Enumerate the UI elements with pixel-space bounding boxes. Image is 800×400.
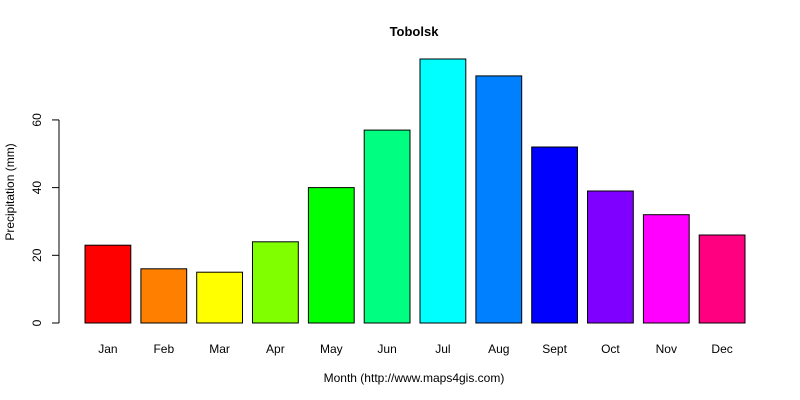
bar-may: [307, 187, 355, 324]
x-tick-label-sept: Sept: [542, 342, 567, 356]
x-tick-label-nov: Nov: [656, 342, 677, 356]
x-tick-label-oct: Oct: [601, 342, 620, 356]
y-axis: 0 20 40 60: [30, 113, 60, 326]
x-tick-label-feb: Feb: [153, 342, 174, 356]
bar-mar: [196, 271, 243, 324]
bar-nov: [642, 214, 690, 324]
bar-feb: [140, 268, 188, 324]
y-tick-label: 40: [30, 181, 44, 195]
x-tick-label-jun: Jun: [377, 342, 396, 356]
x-axis-label: Month (http://www.maps4gis.com): [324, 371, 505, 385]
x-tick-label-mar: Mar: [209, 342, 230, 356]
bar-jun: [363, 129, 411, 324]
x-tick-label-jul: Jul: [435, 342, 450, 356]
bar-sept: [531, 146, 579, 324]
x-tick-label-dec: Dec: [711, 342, 732, 356]
y-axis-label: Precipitation (mm): [3, 143, 17, 240]
bars-group: [84, 58, 746, 324]
bar-dec: [698, 234, 746, 324]
bar-apr: [252, 241, 299, 324]
x-tick-labels: Jan Feb Mar Apr May Jun Jul Aug Sept Oct Nov Dec: [98, 342, 733, 356]
chart-title: Tobolsk: [390, 24, 440, 39]
bar-jan: [84, 244, 132, 324]
y-tick-label: 60: [30, 113, 44, 127]
bar-jul: [419, 58, 467, 324]
x-tick-label-aug: Aug: [488, 342, 509, 356]
x-tick-label-jan: Jan: [98, 342, 117, 356]
bar-aug: [475, 75, 523, 324]
x-tick-label-apr: Apr: [266, 342, 285, 356]
x-tick-label-may: May: [320, 342, 343, 356]
bar-oct: [587, 190, 634, 324]
y-tick-label: 20: [30, 248, 44, 262]
y-tick-label: 0: [30, 319, 44, 326]
